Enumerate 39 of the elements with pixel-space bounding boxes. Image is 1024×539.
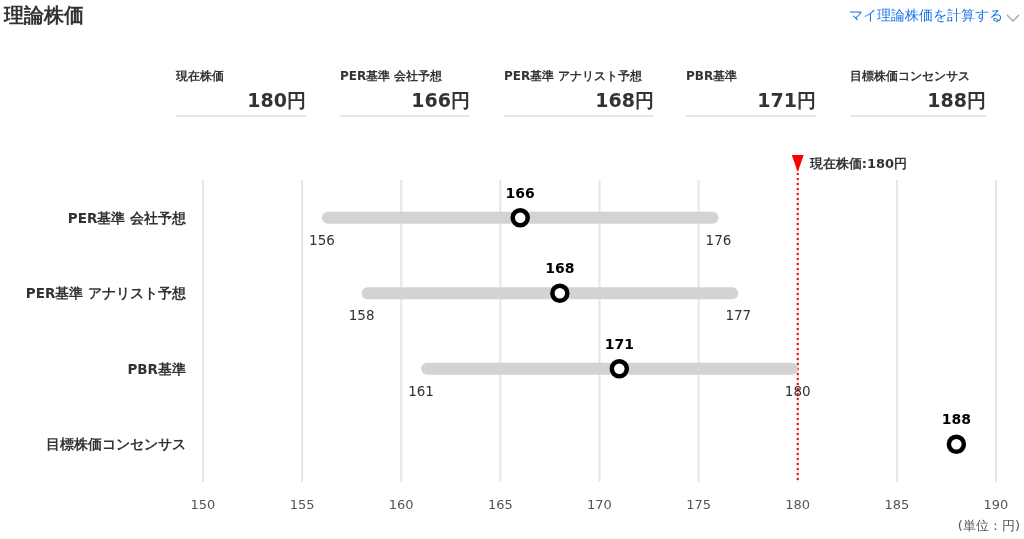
y-tick-label: PER基準 アナリスト予想 [25, 285, 187, 302]
data-label: 171 [604, 335, 634, 352]
text: PER基準 会社予想 166円 [340, 69, 470, 111]
x-tick-label: 165 [487, 497, 513, 512]
bar [361, 287, 739, 300]
x-tick-label: 190 [983, 497, 1009, 512]
point [609, 359, 630, 379]
y-tick-label: 目標株価コンセンサス [46, 436, 186, 453]
text: 目標株価コンセンサス 188円 [850, 69, 986, 111]
y-tick-label: PER基準 会社予想 [67, 209, 187, 226]
data-label: 188 [941, 411, 971, 428]
y-tick-label: PBR基準 [127, 360, 186, 377]
x-tick-label: 155 [289, 497, 315, 512]
point [550, 283, 570, 303]
annotation: 180 [784, 382, 811, 399]
text: PBR基準 171円 [686, 69, 816, 111]
annotation: 176 [705, 231, 732, 248]
x-tick-label: 150 [190, 497, 216, 512]
text: (単位：円) [957, 518, 1020, 533]
text: マイ理論株価を計算する [849, 7, 1003, 23]
annotation: 161 [408, 382, 434, 399]
data-label: 166 [505, 184, 535, 201]
annotation: 177 [725, 307, 752, 324]
text: 現在株価 180円 [176, 69, 306, 111]
chart-title: 理論株価 [3, 3, 84, 27]
bar [421, 362, 798, 375]
bar [321, 211, 719, 224]
data-label: 168 [545, 260, 575, 277]
x-tick-label: 160 [388, 497, 414, 512]
point [510, 208, 530, 228]
x-tick-label: 175 [686, 497, 712, 512]
x-tick-label: 185 [884, 497, 910, 512]
x-tick-label: 170 [587, 497, 612, 512]
point [946, 434, 967, 454]
annotation: 158 [348, 307, 375, 324]
ref-line-label: 現在株価:180円 [808, 156, 908, 171]
annotation: 156 [309, 231, 335, 248]
text: PER基準 アナリスト予想 168円 [504, 69, 654, 111]
x-tick-label: 180 [785, 497, 811, 512]
